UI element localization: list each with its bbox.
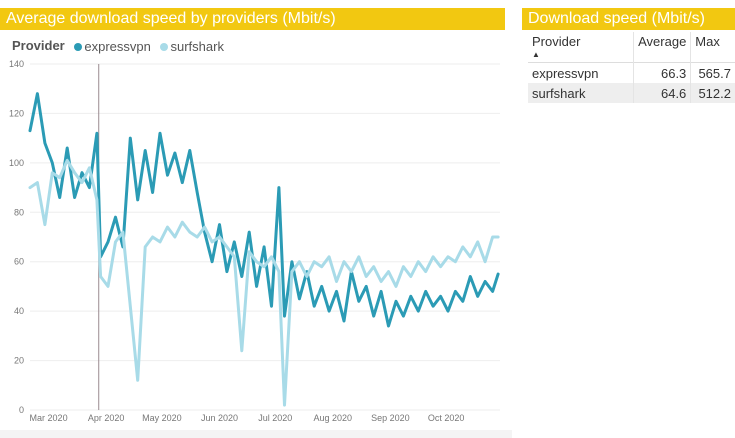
x-tick-label: Jun 2020 bbox=[201, 413, 238, 423]
cell-average: 66.3 bbox=[633, 62, 692, 83]
sort-ascending-icon: ▲ bbox=[532, 50, 540, 59]
y-tick-label: 20 bbox=[14, 356, 24, 366]
column-header-max[interactable]: Max bbox=[695, 34, 720, 49]
y-tick-label: 120 bbox=[9, 108, 24, 118]
speed-table: Provider ▲ Average Max expressvpn 66.3 56… bbox=[528, 32, 735, 103]
cell-provider: surfshark bbox=[528, 83, 635, 103]
x-tick-label: Sep 2020 bbox=[371, 413, 410, 423]
y-tick-label: 40 bbox=[14, 306, 24, 316]
table-row[interactable]: surfshark 64.6 512.2 bbox=[528, 83, 735, 103]
cell-max: 512.2 bbox=[690, 83, 735, 103]
y-tick-label: 0 bbox=[19, 405, 24, 415]
legend-marker-surfshark bbox=[160, 42, 169, 51]
chart-legend: Provider expressvpn surfshark bbox=[12, 38, 224, 54]
legend-marker-expressvpn bbox=[74, 42, 83, 51]
x-tick-label: Jul 2020 bbox=[258, 413, 292, 423]
chart-scrollbar[interactable] bbox=[0, 430, 512, 438]
cell-provider: expressvpn bbox=[528, 62, 635, 83]
x-tick-label: Aug 2020 bbox=[314, 413, 353, 423]
series-line-expressvpn bbox=[28, 92, 500, 328]
y-tick-label: 100 bbox=[9, 158, 24, 168]
cell-average: 64.6 bbox=[633, 83, 692, 103]
x-tick-label: Mar 2020 bbox=[30, 413, 68, 423]
legend-title: Provider bbox=[12, 38, 65, 53]
legend-item-surfshark[interactable]: surfshark bbox=[170, 39, 224, 55]
cell-max: 565.7 bbox=[698, 65, 731, 81]
table-row[interactable]: expressvpn 66.3 565.7 bbox=[528, 62, 735, 83]
y-tick-label: 140 bbox=[9, 59, 24, 69]
speed-table-panel: Download speed (Mbit/s) Provider ▲ Averag… bbox=[522, 0, 735, 110]
table-title: Download speed (Mbit/s) bbox=[522, 8, 735, 30]
column-header-provider[interactable]: Provider ▲ bbox=[528, 32, 635, 63]
column-header-average[interactable]: Average bbox=[633, 32, 692, 63]
line-chart-panel: Average download speed by providers (Mbi… bbox=[0, 0, 512, 438]
x-tick-label: May 2020 bbox=[142, 413, 182, 423]
y-tick-label: 60 bbox=[14, 257, 24, 267]
table-header-row: Provider ▲ Average Max bbox=[528, 32, 735, 63]
x-tick-label: Oct 2020 bbox=[428, 413, 465, 423]
x-tick-label: Apr 2020 bbox=[88, 413, 125, 423]
legend-item-expressvpn[interactable]: expressvpn bbox=[84, 39, 151, 55]
chart-plot[interactable]: 0 20 40 60 80 100 120 140 Mar 2020 Apr 2020 May 20… bbox=[0, 0, 512, 438]
series-line-surfshark bbox=[28, 158, 500, 407]
chart-title: Average download speed by providers (Mbi… bbox=[0, 8, 505, 30]
y-tick-label: 80 bbox=[14, 207, 24, 217]
